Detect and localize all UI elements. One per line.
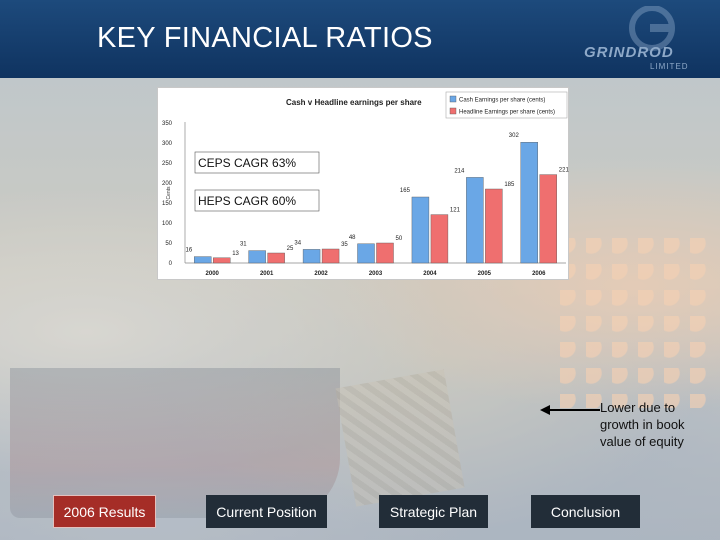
logo-text: GRINDROD [584,44,674,61]
bar-chart: Cash v Headline earnings per share Cents 0… [162,91,570,277]
data-label: 16 [186,248,193,254]
cagr-annotation-box [194,151,320,174]
bar-headline [321,248,340,264]
legend-swatch [449,107,457,115]
data-label: 214 [454,168,465,174]
data-label: 185 [504,182,515,188]
nav-conclusion[interactable]: Conclusion [531,495,640,528]
data-label: 31 [240,242,247,248]
y-axis-label: Cents [166,186,172,200]
data-label: 121 [450,208,461,214]
legend-box [445,91,568,119]
grindrod-logo-icon [629,6,675,51]
y-tick-label: 50 [165,241,172,247]
data-label: 302 [509,133,520,139]
callout-line: Lower due to [600,400,676,415]
y-tick-label: 350 [162,121,173,127]
chart-title: Cash v Headline earnings per share [286,98,422,107]
x-tick-label: 2002 [314,271,328,277]
data-label: 34 [294,240,301,246]
nav-label: Strategic Plan [389,503,478,520]
legend-swatch [449,95,457,103]
slide-title: KEY FINANCIAL RATIOS [97,22,433,54]
y-tick-label: 0 [169,261,173,267]
y-tick-label: 300 [162,141,173,147]
logo-subtext: LIMITED [650,62,689,71]
data-label: 50 [396,236,403,242]
bar-headline [267,252,285,264]
bar-cash [466,177,484,264]
bar-headline [539,174,557,264]
bar-headline [213,257,231,264]
chart-panel: Cash v Headline earnings per share Cents 0… [157,87,569,280]
nav-label: 2006 Results [63,503,146,520]
tanks-image [560,238,710,408]
arrow-left-icon [540,405,600,415]
bar-headline [430,214,449,264]
bar-cash [520,142,538,264]
data-label: 13 [232,251,239,257]
y-tick-label: 100 [162,221,173,227]
x-tick-label: 2001 [260,271,274,277]
bar-cash [357,243,375,264]
nav-label: Conclusion [550,503,621,520]
data-label: 35 [341,242,348,248]
data-label: 221 [559,168,570,174]
cagr-annotation: CEPS CAGR 63% [198,156,296,170]
x-tick-label: 2004 [423,271,437,277]
legend-label: Headline Earnings per share (cents) [459,110,555,116]
bar-cash [194,256,212,264]
nav-2006-results[interactable]: 2006 Results [53,495,156,528]
x-tick-label: 2005 [478,271,492,277]
x-tick-label: 2003 [369,271,383,277]
ship-image [10,368,340,518]
data-label: 165 [400,188,411,194]
bar-headline [485,188,503,264]
bar-cash [411,196,430,264]
cagr-annotation-box [194,189,320,212]
data-label: 25 [287,246,294,252]
legend-label: Cash Earnings per share (cents) [459,98,545,104]
callout-text: Lower due to growth in book value of equ… [600,399,710,450]
nav-strategic-plan[interactable]: Strategic Plan [379,495,488,528]
x-tick-label: 2000 [206,271,220,277]
header-bar: KEY FINANCIAL RATIOS GRINDROD LIMITED [0,0,720,78]
nav-label: Current Position [216,503,317,520]
callout-line: value of equity [600,434,684,449]
y-tick-label: 200 [162,181,173,187]
y-tick-label: 150 [162,201,173,207]
data-label: 48 [349,235,356,241]
y-tick-label: 250 [162,161,173,167]
callout-line: growth in book [600,417,685,432]
nav-current-position[interactable]: Current Position [206,495,327,528]
bar-headline [376,242,394,264]
bar-cash [302,249,321,264]
bar-cash [248,250,266,264]
cagr-annotation: HEPS CAGR 60% [198,194,296,208]
x-tick-label: 2006 [532,271,546,277]
